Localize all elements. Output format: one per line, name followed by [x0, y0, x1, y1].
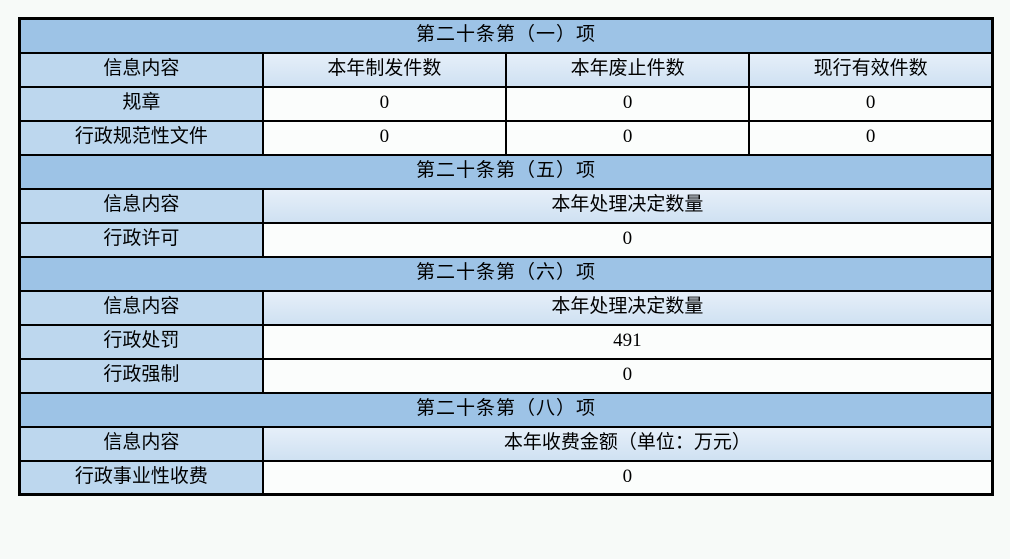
column-header: 本年废止件数	[504, 51, 751, 88]
value-cell: 0	[261, 459, 994, 496]
value-cell: 0	[261, 357, 994, 394]
report-table-body: 第二十条第（一）项 信息内容 本年制发件数 本年废止件数 现行有效件数 规章 0 0 0 行政规范…	[18, 17, 994, 496]
column-header-row: 信息内容 本年处理决定数量	[18, 289, 994, 326]
section-title: 第二十条第（一）项	[18, 17, 994, 54]
value-cell: 0	[504, 119, 751, 156]
table-row: 行政许可 0	[18, 221, 994, 258]
value-cell: 491	[261, 323, 994, 360]
column-header: 本年收费金额（单位：万元）	[261, 425, 994, 462]
info-content-header: 信息内容	[18, 425, 264, 462]
table-row: 行政事业性收费 0	[18, 459, 994, 496]
table-row: 规章 0 0 0	[18, 85, 994, 122]
value-cell: 0	[261, 119, 508, 156]
value-cell: 0	[261, 221, 994, 258]
value-cell: 0	[504, 85, 751, 122]
section-title: 第二十条第（五）项	[18, 153, 994, 190]
value-cell: 0	[261, 85, 508, 122]
table-row: 行政规范性文件 0 0 0	[18, 119, 994, 156]
value-cell: 0	[748, 119, 994, 156]
disclosure-report-table: 第二十条第（一）项 信息内容 本年制发件数 本年废止件数 现行有效件数 规章 0 0 0 行政规范…	[18, 17, 994, 496]
column-header: 现行有效件数	[748, 51, 994, 88]
column-header-row: 信息内容 本年制发件数 本年废止件数 现行有效件数	[18, 51, 994, 88]
column-header: 本年制发件数	[261, 51, 508, 88]
section-title: 第二十条第（六）项	[18, 255, 994, 292]
row-label: 行政规范性文件	[18, 119, 264, 156]
column-header: 本年处理决定数量	[261, 187, 994, 224]
column-header-row: 信息内容 本年处理决定数量	[18, 187, 994, 224]
table-row: 行政处罚 491	[18, 323, 994, 360]
section-title: 第二十条第（八）项	[18, 391, 994, 428]
column-header-row: 信息内容 本年收费金额（单位：万元）	[18, 425, 994, 462]
info-content-header: 信息内容	[18, 51, 264, 88]
info-content-header: 信息内容	[18, 187, 264, 224]
row-label: 行政事业性收费	[18, 459, 264, 496]
section-header-row: 第二十条第（一）项	[18, 17, 994, 54]
info-content-header: 信息内容	[18, 289, 264, 326]
row-label: 行政许可	[18, 221, 264, 258]
row-label: 规章	[18, 85, 264, 122]
table-row: 行政强制 0	[18, 357, 994, 394]
section-header-row: 第二十条第（五）项	[18, 153, 994, 190]
column-header: 本年处理决定数量	[261, 289, 994, 326]
value-cell: 0	[748, 85, 994, 122]
section-header-row: 第二十条第（八）项	[18, 391, 994, 428]
section-header-row: 第二十条第（六）项	[18, 255, 994, 292]
row-label: 行政强制	[18, 357, 264, 394]
row-label: 行政处罚	[18, 323, 264, 360]
